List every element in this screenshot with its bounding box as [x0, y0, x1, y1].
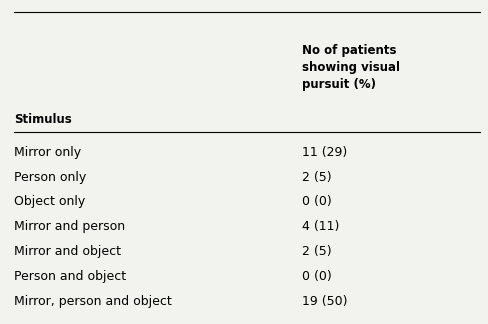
Text: Object only: Object only	[14, 195, 85, 208]
Text: Mirror, person and object: Mirror, person and object	[14, 295, 171, 307]
Text: Person and object: Person and object	[14, 270, 125, 283]
Text: 2 (5): 2 (5)	[302, 245, 331, 258]
Text: Person only: Person only	[14, 171, 86, 184]
Text: No of patients
showing visual
pursuit (%): No of patients showing visual pursuit (%…	[302, 44, 399, 91]
Text: Mirror and object: Mirror and object	[14, 245, 121, 258]
Text: 0 (0): 0 (0)	[302, 270, 331, 283]
Text: Stimulus: Stimulus	[14, 113, 71, 126]
Text: 19 (50): 19 (50)	[302, 295, 347, 307]
Text: Mirror only: Mirror only	[14, 146, 81, 159]
Text: 4 (11): 4 (11)	[302, 220, 339, 233]
Text: Mirror and person: Mirror and person	[14, 220, 124, 233]
Text: 0 (0): 0 (0)	[302, 195, 331, 208]
Text: 11 (29): 11 (29)	[302, 146, 346, 159]
Text: 2 (5): 2 (5)	[302, 171, 331, 184]
